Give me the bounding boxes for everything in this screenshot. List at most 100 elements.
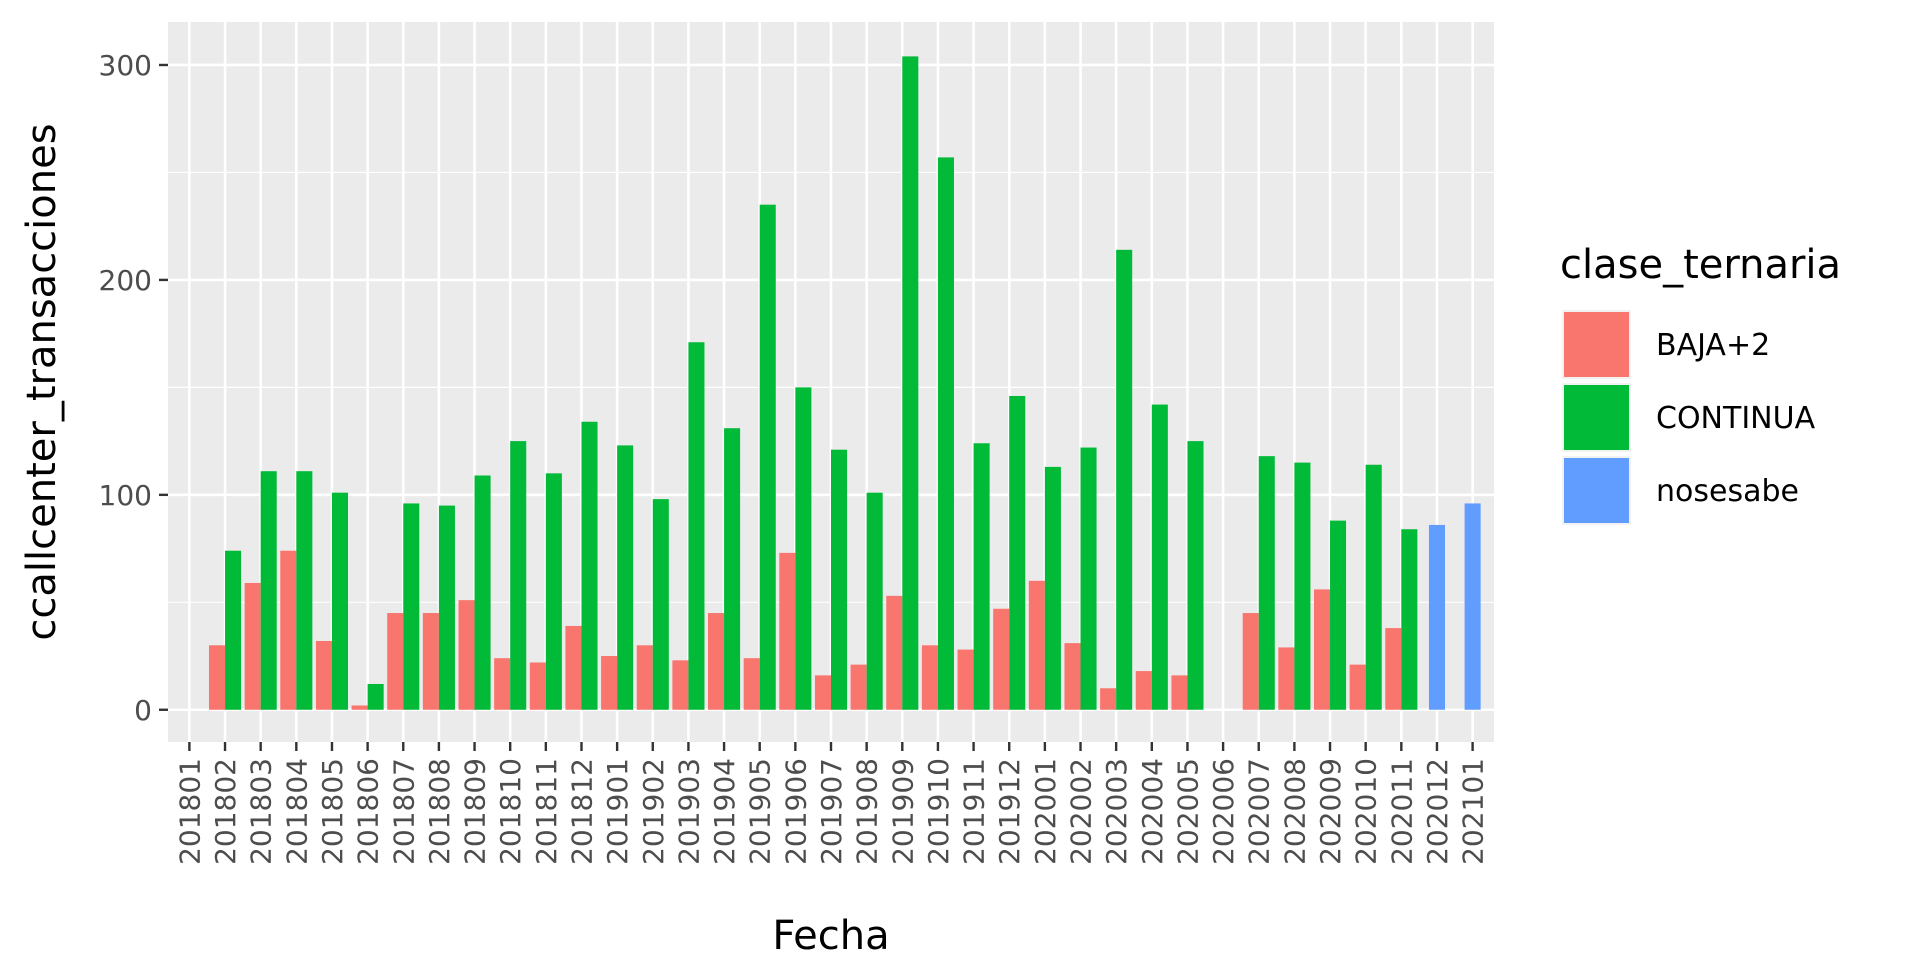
bar-continua-201811 — [545, 473, 562, 710]
bar-continua-201909 — [902, 56, 919, 710]
x-tick-label: 201805 — [316, 758, 349, 865]
x-tick-label: 201812 — [565, 758, 598, 865]
x-tick-label: 202004 — [1136, 758, 1169, 865]
legend-label-baja2: BAJA+2 — [1656, 328, 1770, 363]
bar-continua-202002 — [1080, 447, 1097, 710]
x-tick-label: 201911 — [958, 758, 991, 865]
bar-baja2-202002 — [1064, 643, 1081, 710]
legend: clase_ternaria BAJA+2 CONTINUA nosesabe — [1560, 242, 1841, 525]
bar-continua-201812 — [581, 421, 598, 710]
bar-continua-201911 — [973, 443, 990, 710]
bar-baja2-201910 — [921, 645, 938, 710]
x-tick-label: 201804 — [280, 758, 313, 865]
x-tick-label: 201803 — [245, 758, 278, 865]
x-tick-label: 201810 — [494, 758, 527, 865]
bar-continua-201810 — [510, 441, 527, 710]
bar-continua-201803 — [260, 471, 277, 710]
bar-continua-201912 — [1009, 395, 1026, 710]
x-tick-label: 201901 — [601, 758, 634, 865]
bar-continua-201806 — [367, 683, 384, 710]
bar-baja2-202001 — [1028, 580, 1045, 710]
x-tick-label: 202012 — [1421, 758, 1454, 865]
x-tick-label: 202101 — [1457, 758, 1490, 865]
x-tick-label: 202001 — [1029, 758, 1062, 865]
bar-baja2-202009 — [1313, 589, 1331, 710]
y-tick-label: 200 — [99, 264, 152, 297]
x-tick-label: 201808 — [423, 758, 456, 865]
bar-continua-201805 — [331, 492, 349, 710]
bar-continua-202011 — [1401, 529, 1418, 710]
bar-baja2-201802 — [208, 645, 226, 710]
legend-title: clase_ternaria — [1560, 242, 1841, 288]
bar-continua-201808 — [438, 505, 455, 710]
bar-continua-201908 — [866, 492, 883, 710]
bar-baja2-202011 — [1385, 628, 1402, 710]
x-tick-label: 201908 — [851, 758, 884, 865]
bar-continua-201902 — [652, 499, 669, 710]
bar-baja2-201902 — [636, 645, 653, 710]
bar-baja2-201908 — [850, 664, 867, 710]
bar-continua-202001 — [1044, 466, 1061, 710]
bar-continua-201905 — [759, 204, 776, 710]
bars — [208, 56, 1481, 710]
bar-baja2-201912 — [993, 608, 1010, 710]
bar-baja2-201909 — [886, 595, 903, 710]
x-tick-label: 202002 — [1065, 758, 1098, 865]
x-tick-label: 201807 — [387, 758, 420, 865]
bar-continua-201901 — [617, 445, 634, 710]
bar-baja2-202008 — [1278, 647, 1295, 710]
x-tick-label: 201904 — [708, 758, 741, 865]
bar-baja2-201803 — [244, 582, 261, 710]
bar-continua-201907 — [831, 449, 848, 710]
x-tick-label: 201903 — [672, 758, 705, 865]
legend-label-nosesabe: nosesabe — [1656, 474, 1799, 509]
bar-continua-201802 — [225, 550, 242, 710]
bar-continua-202010 — [1365, 464, 1382, 710]
x-tick-label: 201910 — [922, 758, 955, 865]
bar-continua-201906 — [795, 387, 812, 710]
bar-baja2-202007 — [1242, 613, 1259, 710]
bar-baja2-201808 — [422, 613, 439, 710]
x-tick-label: 201905 — [744, 758, 777, 865]
x-tick-label: 201811 — [530, 758, 563, 865]
x-tick-label: 202006 — [1207, 758, 1240, 865]
bar-baja2-202005 — [1171, 675, 1188, 710]
bar-continua-201809 — [474, 475, 491, 710]
bar-baja2-201811 — [529, 662, 546, 710]
bar-baja2-201906 — [779, 552, 796, 710]
x-tick-label: 201806 — [352, 758, 385, 865]
bar-baja2-202010 — [1349, 664, 1366, 710]
y-tick-label: 300 — [99, 49, 152, 82]
legend-label-continua: CONTINUA — [1656, 401, 1816, 436]
bar-nosesabe-202101 — [1464, 503, 1481, 710]
bar-baja2-202003 — [1100, 688, 1117, 710]
bar-continua-202008 — [1294, 462, 1311, 710]
x-tick-label: 202011 — [1385, 758, 1418, 865]
bar-baja2-201907 — [814, 675, 831, 710]
bar-baja2-202004 — [1135, 671, 1152, 710]
bar-continua-202007 — [1258, 456, 1275, 710]
y-axis: 0 100 200 300 — [99, 49, 168, 727]
bar-continua-202003 — [1116, 249, 1133, 710]
y-tick-label: 0 — [134, 694, 152, 727]
x-axis: 201801 201802 201803 201804 201805 201806 2018… — [173, 742, 1490, 865]
x-tick-label: 202009 — [1314, 758, 1347, 865]
bar-baja2-201901 — [601, 656, 618, 710]
x-tick-label: 201907 — [815, 758, 848, 865]
bar-baja2-201903 — [672, 660, 689, 710]
x-tick-label: 201902 — [637, 758, 670, 865]
bar-baja2-201805 — [315, 640, 332, 710]
bar-baja2-201905 — [743, 658, 760, 710]
x-tick-label: 201809 — [459, 758, 492, 865]
x-tick-label: 202010 — [1350, 758, 1383, 865]
x-tick-label: 201801 — [173, 758, 206, 865]
y-tick-label: 100 — [99, 479, 152, 512]
x-tick-label: 201906 — [779, 758, 812, 865]
bar-baja2-201812 — [565, 625, 582, 710]
x-tick-label: 202005 — [1171, 758, 1204, 865]
x-tick-label: 201912 — [993, 758, 1026, 865]
bar-baja2-201804 — [280, 550, 297, 710]
bar-baja2-201911 — [957, 649, 974, 710]
bar-baja2-201904 — [708, 613, 725, 710]
